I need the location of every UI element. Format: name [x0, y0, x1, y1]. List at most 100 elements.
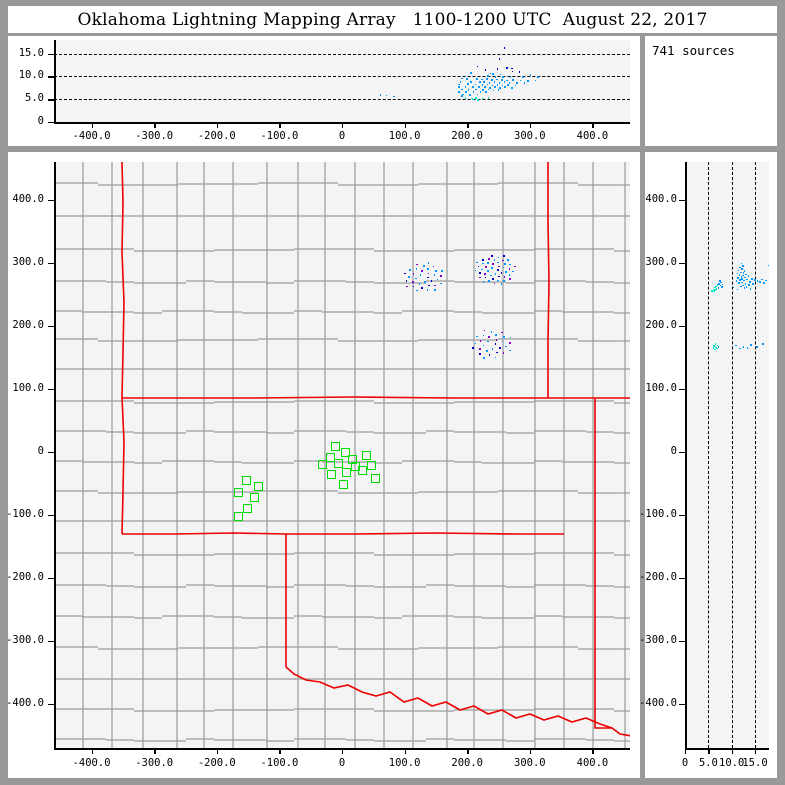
source-point [483, 357, 486, 359]
y-axis [54, 40, 56, 122]
station-e-05[interactable] [371, 474, 380, 483]
source-point [503, 81, 506, 84]
source-point [412, 281, 414, 283]
source-point [511, 67, 513, 70]
station-sw-01[interactable] [242, 476, 251, 485]
source-point [479, 91, 482, 94]
source-point [433, 274, 436, 276]
source-point [472, 86, 474, 88]
source-point [487, 269, 489, 272]
y-tick-label-7: -300.0 [6, 633, 44, 646]
source-point [464, 86, 467, 89]
station-c-03[interactable] [341, 448, 350, 457]
station-c-05[interactable] [334, 459, 343, 468]
x-tick-1 [154, 122, 156, 128]
station-e-03[interactable] [367, 461, 376, 470]
plan-view-plot[interactable]: -400.0 -300.0 -200.0 -100.0 0 100.0 200.0 300.0… [6, 152, 640, 778]
x-tick-2 [216, 122, 219, 128]
source-point [747, 275, 750, 277]
y-tick-5 [48, 514, 54, 517]
altitude-north-plot[interactable]: 0 5.0 10.0 15.0 400.0 300.0 200.0 100.0 0 -100.0 -… [639, 152, 777, 778]
y-tick-label-1: 300.0 [12, 255, 44, 268]
source-point [720, 281, 723, 284]
source-point [735, 344, 737, 347]
source-point [765, 279, 767, 282]
source-point [500, 283, 503, 285]
x-tick-2 [731, 748, 734, 754]
station-c-06[interactable] [348, 455, 357, 464]
y-tick-label-3: 100.0 [12, 381, 44, 394]
source-point [744, 282, 747, 285]
x-tick-label-0: 0 [681, 757, 689, 769]
y-tick-2 [48, 325, 54, 328]
source-point [512, 79, 514, 81]
source-point [406, 285, 408, 288]
source-point [716, 284, 719, 286]
source-point [736, 288, 739, 291]
gridline-y-2 [54, 53, 630, 55]
source-point [469, 94, 471, 96]
station-sw-04[interactable] [250, 493, 259, 502]
plan-view-plot-area [54, 162, 630, 748]
station-sw-02[interactable] [254, 482, 263, 491]
station-sw-06[interactable] [234, 512, 243, 521]
source-point [493, 81, 496, 84]
station-c-07[interactable] [327, 470, 336, 479]
source-point [529, 74, 532, 76]
x-tick-4 [342, 748, 344, 754]
source-point [739, 279, 741, 281]
page-title: Oklahoma Lightning Mapping Array 1100-12… [8, 6, 777, 33]
source-point [503, 47, 506, 49]
x-tick-label-1: 5.0 [698, 757, 718, 769]
source-point [488, 336, 491, 338]
x-tick-label-1: -300.0 [135, 757, 174, 769]
source-point [508, 267, 511, 270]
source-point [464, 97, 467, 99]
station-c-02[interactable] [326, 453, 335, 462]
source-point [735, 280, 738, 283]
source-point [737, 269, 740, 272]
x-tick-label-4: 0 [338, 130, 346, 142]
source-point [507, 259, 510, 261]
source-point [501, 79, 503, 81]
source-point [485, 350, 488, 352]
source-point [505, 345, 507, 348]
source-point [715, 346, 717, 349]
source-point [393, 95, 395, 98]
station-e-01[interactable] [362, 451, 371, 460]
source-point [505, 271, 508, 273]
source-point [488, 280, 490, 282]
station-sw-05[interactable] [243, 504, 252, 513]
y-tick-label-6: -200.0 [6, 570, 44, 583]
station-c-08[interactable] [342, 468, 351, 477]
source-point [732, 286, 735, 289]
source-point [460, 77, 463, 80]
station-c-04[interactable] [318, 460, 327, 469]
source-point [487, 88, 490, 91]
source-point [432, 265, 435, 268]
y-tick-label-1: 300.0 [645, 255, 677, 268]
source-point [739, 347, 741, 350]
y-axis [685, 162, 687, 748]
x-tick-label-3: 15.0 [742, 757, 768, 769]
source-point [496, 68, 499, 70]
source-point [743, 287, 746, 289]
source-point [527, 80, 529, 82]
station-e-04[interactable] [339, 480, 348, 489]
source-point [478, 86, 481, 89]
y-tick-8 [48, 703, 54, 706]
x-tick-label-7: 300.0 [514, 130, 546, 142]
source-point [711, 289, 713, 292]
source-point [713, 348, 716, 351]
source-point [717, 345, 720, 348]
y-tick-2 [679, 325, 685, 328]
station-c-01[interactable] [331, 442, 340, 451]
altitude-east-plot[interactable]: -400.0 -300.0 -200.0 -100.0 0 100.0 200.0 300.0… [8, 36, 640, 146]
source-point [465, 91, 467, 94]
source-point [427, 268, 429, 270]
source-point [496, 84, 499, 86]
station-e-02[interactable] [358, 466, 367, 475]
source-point [751, 277, 753, 280]
station-sw-03[interactable] [234, 488, 243, 497]
x-tick-label-0: -400.0 [72, 757, 111, 769]
